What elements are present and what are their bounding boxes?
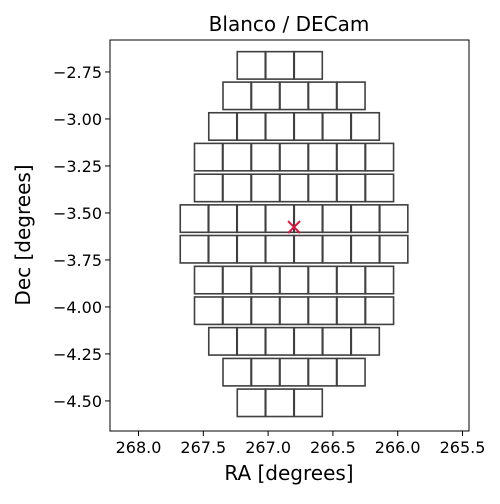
x-axis: 268.0 267.5 267.0 266.5 266.0 265.5 (116, 431, 486, 457)
y-axis: −2.75 −3.00 −3.25 −3.50 −3.75 −4.00 −4.25 −4.50 (53, 63, 110, 411)
x-tick-label: 266.0 (375, 438, 421, 457)
ccd-chip (379, 234, 409, 264)
pointing-marker (287, 220, 301, 234)
y-tick-label: −2.75 (53, 63, 102, 82)
x-tick-label: 268.0 (116, 438, 162, 457)
ccd-chip (364, 142, 395, 172)
ccd-chip (379, 204, 409, 234)
y-tick-label: −4.50 (53, 392, 102, 411)
plot-area-frame (109, 39, 470, 432)
ccd-chip (293, 388, 324, 418)
chart-title: Blanco / DECam (209, 12, 370, 36)
ccd-chip (364, 265, 395, 295)
ccd-chip (336, 357, 366, 387)
y-tick-label: −3.25 (53, 157, 102, 176)
ccd-chip (350, 111, 381, 141)
ccd-chip (364, 173, 395, 203)
y-tick-label: −3.75 (53, 251, 102, 270)
ccd-chip (364, 296, 395, 326)
ccd-chip (293, 50, 324, 80)
pointing-layer (287, 220, 301, 234)
y-tick-label: −3.00 (53, 110, 102, 129)
x-axis-label: RA [degrees] (224, 461, 353, 485)
x-tick-label: 267.0 (245, 438, 291, 457)
y-tick-label: −3.50 (53, 204, 102, 223)
ccd-layer (179, 50, 409, 418)
x-tick-label: 267.5 (180, 438, 226, 457)
y-tick-label: −4.00 (53, 298, 102, 317)
x-tick-label: 266.5 (310, 438, 356, 457)
x-tick-label: 265.5 (440, 438, 486, 457)
ccd-chip (336, 81, 366, 111)
y-axis-label: Dec [degrees] (11, 164, 35, 305)
ccd-chip (350, 326, 381, 356)
y-tick-label: −4.25 (53, 345, 102, 364)
